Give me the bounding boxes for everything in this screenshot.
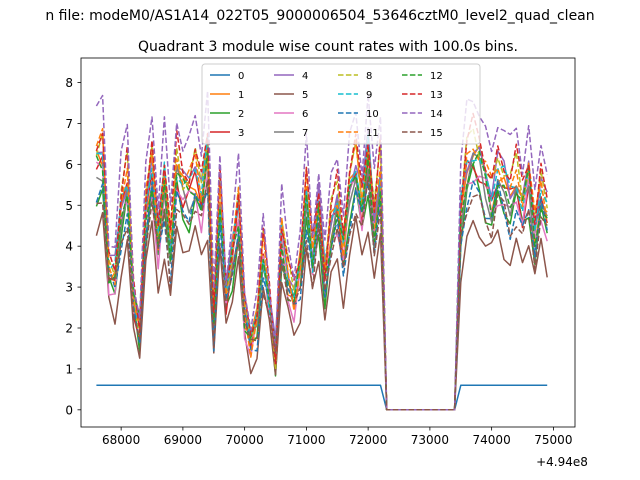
y-tick-label: 2 [65,322,73,336]
legend-label-3: 3 [238,128,244,139]
y-tick-label: 0 [65,403,73,417]
legend-box [201,63,481,145]
y-tick-label: 7 [65,117,73,131]
y-tick-label: 5 [65,199,73,213]
legend-label-5: 5 [302,90,308,101]
x-tick-label: 71000 [287,433,325,447]
x-offset-label: +4.94e8 [536,455,588,469]
y-tick-label: 6 [65,158,73,172]
legend-label-11: 11 [366,128,379,139]
chart-title: Quadrant 3 module wise count rates with … [138,39,518,55]
legend-label-14: 14 [430,109,443,120]
legend-label-4: 4 [302,71,308,82]
legend-label-7: 7 [302,128,308,139]
legend-label-12: 12 [430,71,443,82]
axes-layer: 68000 69000 70000 71000 72000 73000 74000 75000… [65,57,576,447]
x-tick-label: 68000 [102,433,140,447]
axes-frame [80,57,576,428]
x-tick-label: 73000 [411,433,449,447]
legend-label-0: 0 [238,71,244,82]
y-tick-label: 4 [65,240,73,254]
series-line-0 [96,384,548,411]
legend-label-8: 8 [366,71,372,82]
legend-label-9: 9 [366,90,372,101]
x-tick-label: 74000 [473,433,511,447]
x-tick-label: 75000 [534,433,572,447]
legend-label-15: 15 [430,128,443,139]
x-tick-label: 69000 [164,433,202,447]
x-tick-label: 70000 [226,433,264,447]
series-line-5 [95,211,548,411]
y-tick-label: 8 [65,76,73,90]
series-line-15 [96,176,548,411]
figure-suptitle: n file: modeM0/AS1A14_022T05_9000006504_… [45,8,594,24]
legend-label-6: 6 [302,109,308,120]
legend-label-1: 1 [238,90,244,101]
legend-label-10: 10 [366,109,379,120]
y-tick-label: 1 [65,362,73,376]
x-tick-label: 72000 [349,433,387,447]
legend-label-13: 13 [430,90,443,101]
legend-label-2: 2 [238,109,244,120]
y-tick-label: 3 [65,281,73,295]
